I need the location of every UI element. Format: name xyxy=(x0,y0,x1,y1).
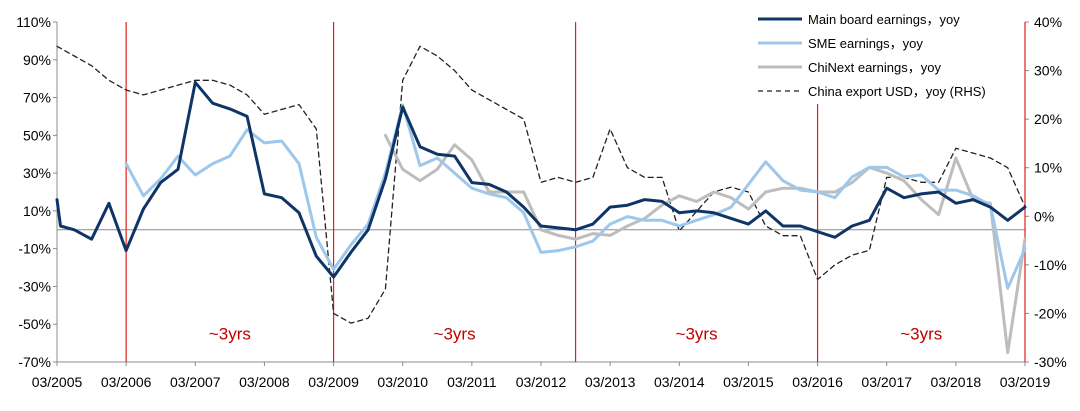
x-tick-label: 03/2017 xyxy=(861,374,912,390)
x-tick-label: 03/2005 xyxy=(32,374,83,390)
x-tick-label: 03/2010 xyxy=(377,374,428,390)
x-tick-label: 03/2011 xyxy=(447,374,497,390)
series-line-1 xyxy=(124,103,1027,290)
legend-label-1: SME earnings，yoy xyxy=(808,36,923,51)
left-tick-label: -70% xyxy=(18,354,51,370)
left-tick-label: -50% xyxy=(18,316,51,332)
period-annotation: ~3yrs xyxy=(434,325,476,344)
right-tick-label: -10% xyxy=(1034,257,1067,273)
period-annotation: ~3yrs xyxy=(900,325,942,344)
right-tick-label: -30% xyxy=(1034,354,1067,370)
series-line-0 xyxy=(55,80,1027,279)
left-tick-label: 10% xyxy=(23,203,51,219)
x-tick-label: 03/2013 xyxy=(585,374,636,390)
left-tick-label: -30% xyxy=(18,278,51,294)
axes: -70% -50% -30% -10% 10% 30% 50% 70% 90% 110% -30% -… xyxy=(16,14,1066,390)
left-tick-label: 50% xyxy=(23,127,51,143)
left-tick-label: 90% xyxy=(23,52,51,68)
x-tick-label: 03/2016 xyxy=(792,374,843,390)
x-tick-label: 03/2009 xyxy=(308,374,359,390)
legend-label-0: Main board earnings，yoy xyxy=(808,12,960,27)
legend: Main board earnings，yoy SME earnings，yoy C… xyxy=(748,8,1016,104)
left-tick-label: 30% xyxy=(23,165,51,181)
series-line-3 xyxy=(56,45,1026,324)
x-tick-label: 03/2008 xyxy=(239,374,290,390)
x-tick-label: 03/2012 xyxy=(516,374,567,390)
x-tick-label: 03/2014 xyxy=(654,374,705,390)
left-tick-label: 70% xyxy=(23,90,51,106)
right-tick-label: 30% xyxy=(1034,63,1062,79)
right-tick-label: 20% xyxy=(1034,111,1062,127)
x-tick-label: 03/2018 xyxy=(931,374,982,390)
right-tick-label: -20% xyxy=(1034,305,1067,321)
legend-label-3: China export USD，yoy (RHS) xyxy=(808,84,986,99)
series-lines xyxy=(55,45,1027,355)
right-tick-label: 10% xyxy=(1034,160,1062,176)
x-tick-label: 03/2015 xyxy=(723,374,774,390)
right-tick-label: 0% xyxy=(1034,208,1054,224)
x-tick-label: 03/2006 xyxy=(101,374,152,390)
right-tick-label: 40% xyxy=(1034,14,1062,30)
legend-background xyxy=(748,8,1016,104)
left-tick-label: -10% xyxy=(18,241,51,257)
x-tick-label: 03/2019 xyxy=(1000,374,1051,390)
annotations: ~3yrs ~3yrs ~3yrs ~3yrs xyxy=(209,325,942,344)
left-tick-label: 110% xyxy=(16,14,51,30)
legend-label-2: ChiNext earnings，yoy xyxy=(808,60,941,75)
period-annotation: ~3yrs xyxy=(209,325,251,344)
x-tick-label: 03/2007 xyxy=(170,374,221,390)
series-line-2 xyxy=(383,133,1027,355)
period-annotation: ~3yrs xyxy=(676,325,718,344)
